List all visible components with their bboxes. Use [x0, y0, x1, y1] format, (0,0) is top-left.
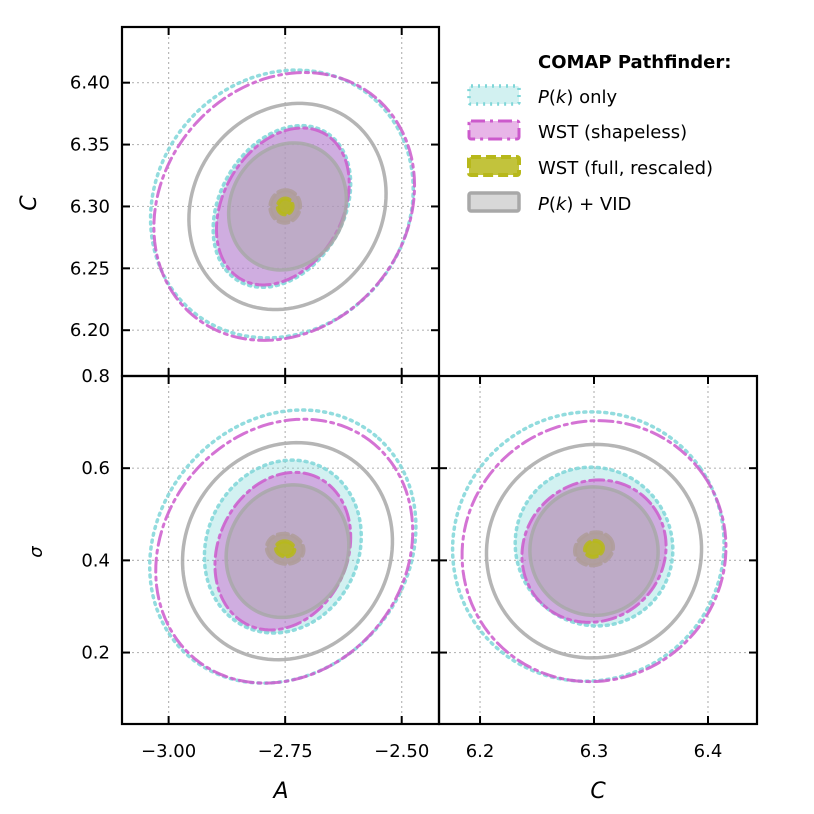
axis-ticks: 6.20 6.25 6.30 6.35 6.40 −3.00 −2.75 −2.50 0.2 0.… — [70, 27, 757, 762]
legend-label-wst_full: WST (full, rescaled) — [538, 158, 713, 179]
x-tick-label: 6.4 — [694, 741, 723, 762]
contour-wst_shapeless-outer — [152, 71, 417, 342]
xlabel-A: A — [271, 779, 288, 804]
y-tick-label: 6.20 — [70, 320, 110, 341]
contour-pk_vid-outer — [187, 101, 388, 312]
y-tick-label: 0.4 — [81, 550, 110, 571]
contour-layer — [147, 68, 728, 685]
axis-labels: C σ A C — [17, 195, 606, 804]
legend-label-pk: P(k) only — [538, 87, 617, 108]
panel-C-vs-sigma — [450, 410, 728, 684]
legend-label-wst_shapeless: WST (shapeless) — [538, 122, 687, 143]
legend: COMAP Pathfinder: P(k) only WST (shapeles… — [467, 52, 731, 215]
ylabel-C: C — [17, 195, 42, 211]
x-tick-label: −3.00 — [141, 741, 196, 762]
panel-frame-C-sigma — [437, 374, 759, 726]
y-tick-label: 6.30 — [70, 196, 110, 217]
y-tick-label: 6.40 — [70, 73, 110, 94]
y-tick-label: 0.8 — [81, 366, 110, 387]
y-tick-label: 0.6 — [81, 458, 110, 479]
contour-pk-outer — [148, 68, 415, 340]
panel-A-vs-sigma — [147, 408, 418, 685]
legend-swatch-pk_vid — [467, 191, 521, 213]
contour-pk_vid-outer — [484, 442, 704, 660]
contour-wst_shapeless-outer — [154, 417, 415, 685]
x-tick-label: 6.2 — [466, 741, 495, 762]
contour-pk-outer — [147, 408, 418, 685]
legend-swatch-pk — [467, 84, 521, 106]
panel-frames — [120, 25, 759, 726]
contour-wst_shapeless-outer — [460, 419, 728, 684]
contour-wst_full-inner — [273, 539, 297, 559]
x-tick-label: 6.3 — [580, 741, 609, 762]
contour-wst_full-inner — [275, 196, 295, 217]
panel-A-vs-C — [148, 68, 417, 342]
legend-label-pk_vid: P(k) + VID — [538, 194, 631, 215]
y-tick-label: 6.25 — [70, 258, 110, 279]
xlabel-C: C — [590, 779, 606, 804]
legend-title: COMAP Pathfinder: — [538, 52, 731, 73]
y-tick-label: 6.35 — [70, 135, 110, 156]
ylabel-sigma: σ — [26, 546, 47, 558]
legend-swatch-wst_full — [467, 155, 521, 177]
contour-pk-outer — [450, 410, 726, 683]
x-tick-label: −2.75 — [258, 741, 313, 762]
contour-pk_vid-outer — [180, 440, 395, 662]
contour-wst_full-inner — [583, 538, 605, 559]
legend-swatch-wst_shapeless — [467, 119, 521, 141]
y-tick-label: 0.2 — [81, 643, 110, 664]
x-tick-label: −2.50 — [374, 741, 429, 762]
